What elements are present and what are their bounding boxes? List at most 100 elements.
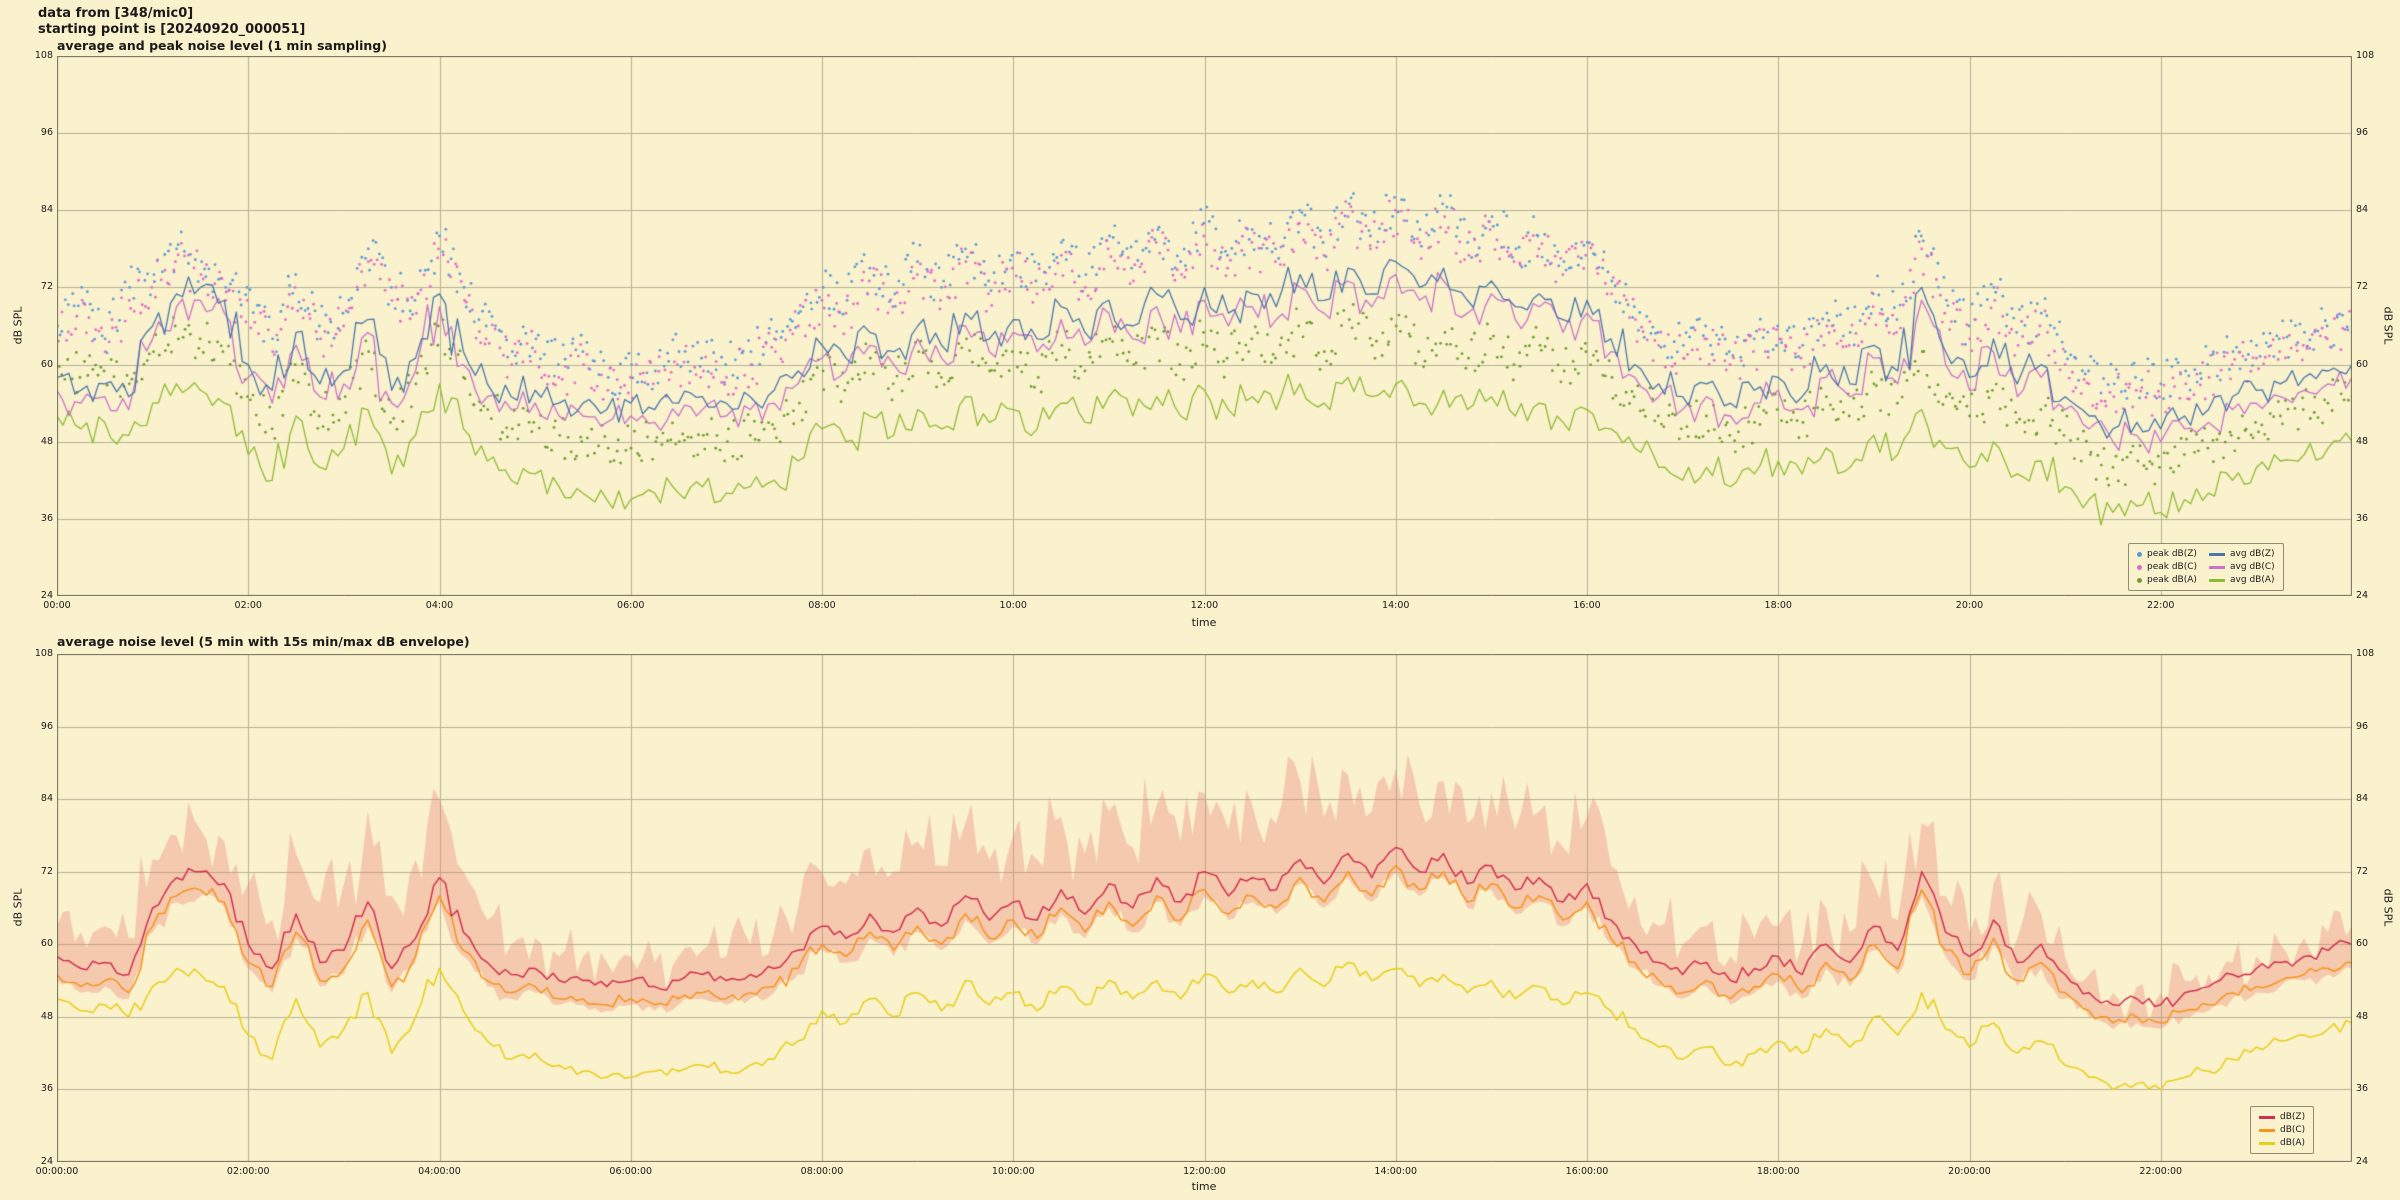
- top-chart-ylabel-right: dB SPL: [2381, 306, 2395, 345]
- legend-line-swatch: [2209, 578, 2226, 582]
- y-tick-label-right: 48: [2356, 1010, 2369, 1022]
- x-tick-label: 10:00: [999, 600, 1027, 611]
- legend-item: avg dB(A): [2209, 574, 2275, 586]
- y-tick-label: 84: [40, 204, 53, 216]
- x-tick-label: 18:00: [1764, 600, 1792, 611]
- y-tick-label: 24: [40, 1156, 53, 1167]
- legend-dot-swatch: [2137, 551, 2142, 557]
- top-chart-title: average and peak noise level (1 min samp…: [57, 38, 387, 53]
- y-tick-label: 48: [40, 435, 53, 447]
- legend-item: peak dB(A): [2137, 574, 2197, 586]
- y-tick-label: 48: [40, 1010, 53, 1022]
- x-tick-label: 02:00: [234, 600, 262, 611]
- legend-label: dB(A): [2280, 1138, 2306, 1148]
- bottom-chart-xlabel: time: [1191, 1180, 1217, 1193]
- y-tick-label-right: 24: [2356, 590, 2369, 601]
- top-chart-ylabel-left: dB SPL: [11, 306, 25, 345]
- x-tick-label: 20:00: [1955, 600, 1984, 611]
- y-tick-label-right: 96: [2356, 720, 2369, 732]
- y-tick-label-right: 96: [2356, 127, 2369, 139]
- y-tick-label: 72: [40, 281, 53, 293]
- bottom-chart-ylabel-left: dB SPL: [11, 888, 25, 927]
- y-tick-label-right: 36: [2356, 1083, 2369, 1095]
- legend-item: dB(A): [2259, 1137, 2305, 1149]
- x-tick-label: 10:00:00: [991, 1166, 1035, 1177]
- legend-dot-swatch: [2137, 564, 2142, 570]
- x-tick-label: 06:00: [617, 600, 645, 611]
- y-tick-label-right: 72: [2356, 281, 2369, 293]
- y-tick-label: 96: [40, 720, 53, 732]
- legend-label: dB(C): [2280, 1125, 2306, 1135]
- y-tick-label-right: 60: [2356, 358, 2369, 370]
- legend-item: peak dB(Z): [2137, 548, 2197, 560]
- x-tick-label: 12:00:00: [1183, 1166, 1226, 1177]
- y-tick-label-right: 84: [2356, 204, 2369, 216]
- x-tick-label: 04:00: [425, 600, 454, 611]
- y-tick-label: 84: [40, 793, 53, 805]
- y-tick-label-right: 108: [2356, 648, 2375, 659]
- y-tick-label-right: 72: [2356, 865, 2369, 877]
- legend-column: dB(Z) dB(C) dB(A): [2259, 1111, 2305, 1149]
- y-tick-label-right: 48: [2356, 435, 2369, 447]
- bottom-chart-title: average noise level (5 min with 15s min/…: [57, 634, 470, 649]
- legend-item: dB(Z): [2259, 1111, 2305, 1123]
- y-tick-label-right: 24: [2356, 1156, 2369, 1167]
- x-tick-label: 08:00: [808, 600, 836, 611]
- bottom-chart-plot-area: [57, 654, 2352, 1162]
- x-tick-label: 06:00:00: [609, 1166, 653, 1177]
- legend-item: avg dB(C): [2209, 561, 2275, 573]
- x-tick-label: 14:00:00: [1374, 1166, 1418, 1177]
- x-tick-label: 16:00:00: [1565, 1166, 1609, 1177]
- legend-column: peak dB(Z) peak dB(C) peak dB(A): [2137, 548, 2197, 586]
- x-tick-label: 04:00:00: [418, 1166, 461, 1177]
- top-chart-xlabel: time: [1191, 616, 1217, 629]
- y-tick-label: 60: [40, 938, 53, 950]
- y-tick-label: 60: [40, 358, 53, 370]
- legend-label: avg dB(A): [2230, 575, 2275, 585]
- x-tick-label: 08:00:00: [800, 1166, 844, 1177]
- x-tick-label: 16:00: [1573, 600, 1601, 611]
- legend-column: avg dB(Z) avg dB(C) avg dB(A): [2209, 548, 2275, 586]
- x-tick-label: 18:00:00: [1756, 1166, 1800, 1177]
- legend-label: peak dB(C): [2147, 562, 2198, 572]
- top-chart-plot-area: [57, 56, 2352, 596]
- legend-item: dB(C): [2259, 1124, 2305, 1136]
- y-tick-label: 24: [40, 590, 53, 601]
- y-tick-label-right: 36: [2356, 512, 2369, 524]
- x-tick-label: 22:00: [2147, 600, 2175, 611]
- header-line-2: starting point is [20240920_000051]: [38, 22, 306, 37]
- x-tick-label: 20:00:00: [1948, 1166, 1991, 1177]
- legend-dot-swatch: [2137, 577, 2142, 583]
- legend-label: avg dB(Z): [2230, 549, 2275, 559]
- legend-label: dB(Z): [2280, 1112, 2306, 1122]
- x-tick-label: 12:00: [1190, 600, 1219, 611]
- y-tick-label: 72: [40, 865, 53, 877]
- x-tick-label: 00:00: [43, 600, 71, 611]
- top-chart-legend: peak dB(Z) peak dB(C) peak dB(A) avg dB(Z) a…: [2128, 543, 2284, 591]
- legend-line-swatch: [2259, 1115, 2275, 1119]
- y-tick-label-right: 84: [2356, 793, 2369, 805]
- x-tick-label: 14:00: [1382, 600, 1410, 611]
- y-tick-label: 36: [40, 1083, 53, 1095]
- bottom-chart-ylabel-right: dB SPL: [2381, 888, 2395, 927]
- legend-label: avg dB(C): [2230, 562, 2275, 572]
- y-tick-label: 108: [34, 648, 53, 659]
- legend-item: avg dB(Z): [2209, 548, 2275, 560]
- y-tick-label: 36: [40, 512, 53, 524]
- legend-label: peak dB(Z): [2147, 549, 2197, 559]
- x-tick-label: 22:00:00: [2139, 1166, 2183, 1177]
- y-tick-label-right: 60: [2356, 938, 2369, 950]
- legend-label: peak dB(A): [2147, 575, 2197, 585]
- legend-line-swatch: [2209, 552, 2226, 556]
- legend-line-swatch: [2259, 1141, 2275, 1145]
- legend-line-swatch: [2259, 1128, 2275, 1132]
- y-tick-label: 108: [34, 50, 53, 61]
- bottom-chart-legend: dB(Z) dB(C) dB(A): [2250, 1106, 2315, 1154]
- y-tick-label-right: 108: [2356, 50, 2375, 61]
- legend-item: peak dB(C): [2137, 561, 2197, 573]
- x-tick-label: 02:00:00: [226, 1166, 270, 1177]
- header-line-1: data from [348/mic0]: [38, 6, 194, 21]
- y-tick-label: 96: [40, 127, 53, 139]
- x-tick-label: 00:00:00: [35, 1166, 79, 1177]
